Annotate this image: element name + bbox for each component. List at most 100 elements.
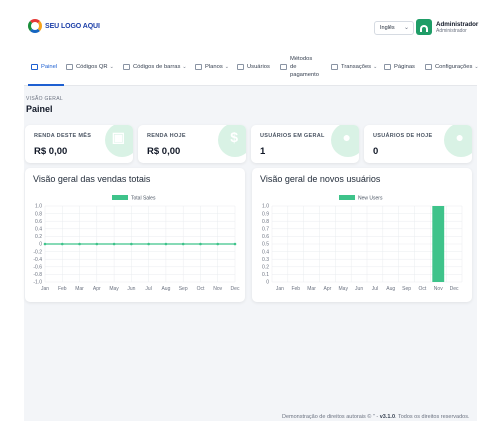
barcode-icon	[123, 64, 130, 70]
x-tick-label: Jan	[41, 286, 49, 292]
page-title: Painel	[26, 104, 53, 114]
nav-label: Transações	[341, 64, 372, 70]
x-tick-label: May	[109, 286, 119, 292]
nav-item-codigos-barras[interactable]: Códigos de barras ⌄	[123, 48, 187, 86]
y-tick-label: 0.5	[262, 242, 269, 248]
nav-item-paginas[interactable]: Páginas	[384, 48, 415, 86]
chevron-down-icon: ⌄	[109, 64, 114, 70]
wallet-icon: ▣	[111, 129, 125, 145]
nav-item-painel[interactable]: Painel	[31, 48, 57, 86]
y-tick-label: -0.6	[33, 265, 42, 271]
main-nav: Painel Códigos QR ⌄ Códigos de barras ⌄ …	[24, 48, 479, 86]
x-tick-label: Mar	[307, 286, 316, 292]
data-point	[130, 242, 133, 246]
logo-ring-icon	[28, 19, 42, 33]
data-point	[147, 242, 150, 246]
y-tick-label: -0.2	[33, 249, 42, 255]
nav-label: Configurações	[435, 64, 473, 70]
data-point	[199, 242, 202, 246]
nav-label: Códigos de barras	[133, 64, 181, 70]
stat-card-renda-mes: ▣ RENDA DESTE MÊS R$ 0,00	[25, 125, 133, 163]
legend-swatch	[112, 195, 128, 200]
coins-icon: $	[230, 129, 238, 145]
nav-label-line: pagamento	[290, 72, 320, 78]
nav-label: Painel	[41, 64, 58, 70]
user-name[interactable]: Administrador	[436, 21, 479, 28]
stat-label: USUÁRIOS EM GERAL	[260, 133, 325, 139]
stat-value: 0	[373, 146, 379, 157]
nav-item-configuracoes[interactable]: Configurações ⌄	[425, 48, 479, 86]
nav-label-multiline: Métodos de pagamento	[290, 55, 319, 79]
avatar[interactable]	[416, 19, 432, 35]
y-tick-label: -1.0	[33, 280, 42, 286]
nav-item-transacoes[interactable]: Transações ⌄	[331, 48, 377, 86]
x-tick-label: Dec	[231, 286, 240, 292]
language-value: Inglês	[380, 25, 395, 31]
chevron-down-icon: ⌄	[403, 25, 409, 31]
users-chart-card: Visão geral de novos usuários New Users 1…	[252, 168, 472, 302]
card-decoration	[444, 125, 472, 157]
x-tick-label: Sep	[179, 286, 188, 292]
x-tick-label: Jan	[276, 286, 284, 292]
top-header: SEU LOGO AQUI Inglês ⌄ Administrador Adm…	[24, 10, 479, 48]
y-tick-label: 0.7	[262, 227, 269, 233]
user-icon: ●	[455, 129, 464, 145]
stat-value: R$ 0,00	[147, 146, 181, 157]
nav-item-codigos-qr[interactable]: Códigos QR ⌄	[66, 48, 114, 86]
data-point	[60, 242, 64, 246]
x-tick-label: Nov	[213, 286, 222, 292]
nav-item-planos[interactable]: Planos ⌄	[195, 48, 229, 86]
language-select[interactable]: Inglês ⌄	[374, 21, 414, 35]
x-tick-label: Aug	[386, 286, 395, 292]
stat-card-renda-hoje: $ RENDA HOJE R$ 0,00	[138, 125, 246, 163]
users-bar-chart: New Users 1.00.9 0.8 0.70.6 0.50.4 0.3 0.20.1 0…	[262, 195, 463, 292]
stat-card-usuarios-geral: ● USUÁRIOS EM GERAL 1	[251, 125, 359, 163]
footer-suffix: . Todos os direitos reservados.	[395, 414, 470, 420]
footer-prefix: Demonstração de direitos autorais © " -	[282, 414, 380, 420]
sales-line-chart: Total Sales1.00.80.60.40.20-0.2-0.4-0.6-…	[33, 195, 240, 292]
x-tick-label: Jun	[355, 286, 363, 292]
data-point	[95, 242, 99, 246]
wallet-icon	[280, 64, 287, 70]
x-tick-label: Aug	[161, 286, 170, 292]
legend-label: Total Sales	[131, 196, 156, 202]
y-tick-label: 0	[266, 280, 269, 286]
card-decoration	[218, 125, 246, 157]
y-tick-label: -0.8	[33, 272, 42, 278]
nav-item-usuarios[interactable]: Usuários	[237, 48, 270, 86]
y-tick-label: 1.0	[35, 204, 42, 210]
card-decoration	[105, 125, 133, 157]
stat-label: RENDA DESTE MÊS	[34, 133, 92, 139]
user-role: Administrador	[436, 28, 467, 34]
y-tick-label: 0.4	[262, 249, 269, 255]
x-tick-label: Oct	[419, 286, 427, 292]
data-point	[43, 242, 47, 246]
x-tick-label: Apr	[93, 286, 101, 292]
y-tick-label: 0.1	[262, 272, 269, 278]
x-tick-label: Jul	[145, 286, 151, 292]
y-tick-label: 0.8	[262, 219, 269, 225]
nav-item-metodos-pagamento[interactable]: Métodos de pagamento	[280, 48, 319, 86]
footer-version: v3.1.0	[379, 414, 396, 420]
sales-chart-card: Visão geral das vendas totais Total Sale…	[25, 168, 245, 302]
nav-label: Usuários	[247, 64, 270, 70]
x-tick-label: Feb	[58, 286, 67, 292]
logo[interactable]: SEU LOGO AQUI	[28, 19, 100, 33]
bar	[432, 206, 445, 282]
data-point	[164, 242, 168, 246]
app-frame: SEU LOGO AQUI Inglês ⌄ Administrador Adm…	[24, 10, 479, 421]
chart-title: Visão geral de novos usuários	[260, 174, 381, 184]
x-tick-label: Feb	[291, 286, 300, 292]
y-tick-label: 0.9	[262, 211, 269, 217]
gear-icon	[425, 64, 432, 70]
data-point	[78, 242, 81, 246]
x-tick-label: Sep	[402, 286, 411, 292]
x-tick-label: Dec	[450, 286, 459, 292]
active-tab-indicator	[28, 84, 64, 86]
stat-label: RENDA HOJE	[147, 133, 186, 139]
x-tick-label: Nov	[434, 286, 443, 292]
nav-label: Planos	[205, 64, 223, 70]
nav-label-line: de	[290, 64, 297, 70]
y-tick-label: 0.2	[35, 234, 42, 240]
y-tick-label: 0.8	[35, 211, 42, 217]
